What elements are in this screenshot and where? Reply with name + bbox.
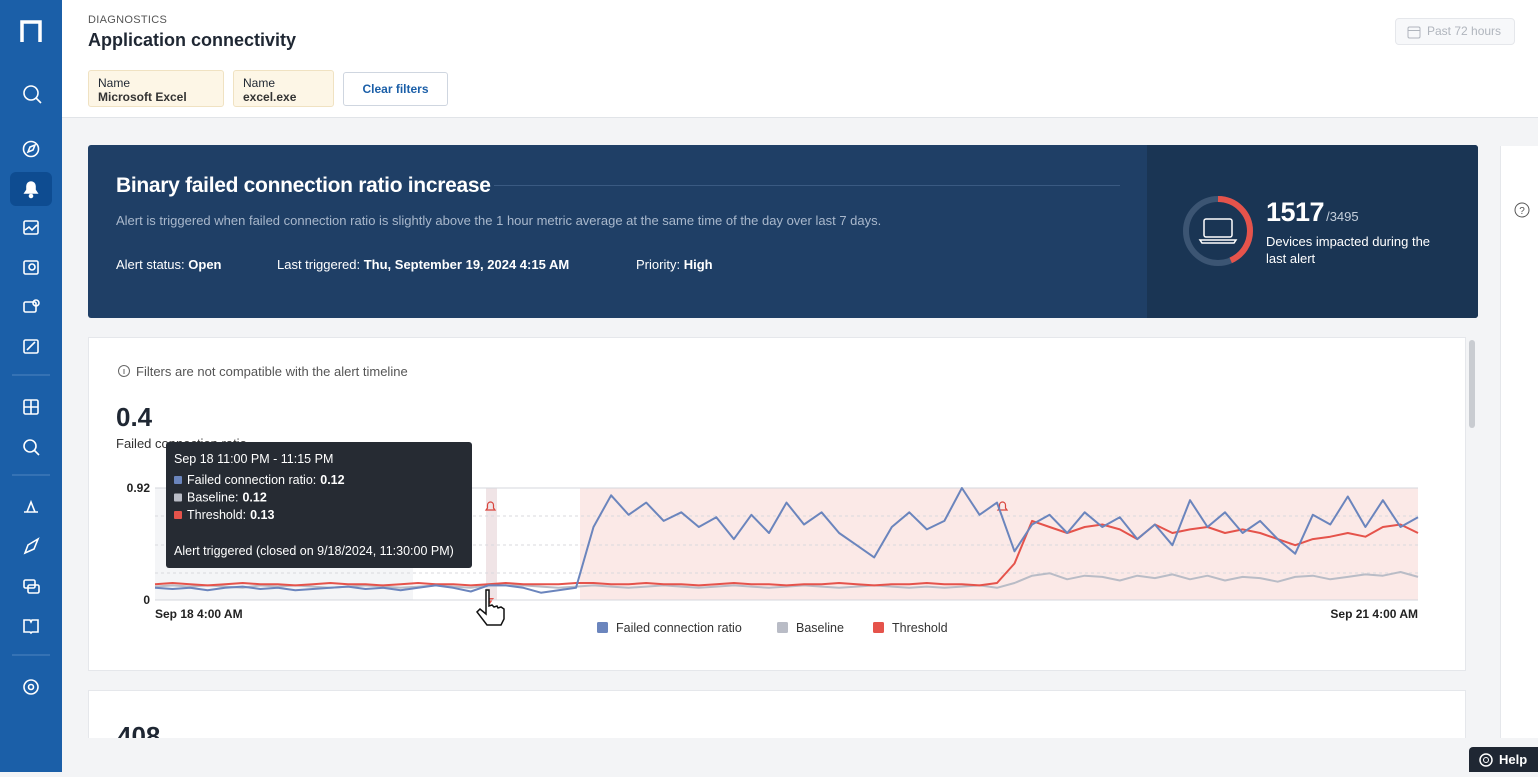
total: /3495 xyxy=(1326,209,1359,224)
header: DIAGNOSTICS Application connectivity Pas… xyxy=(62,0,1538,118)
devices-ring xyxy=(1183,196,1253,266)
notice-text: Filters are not compatible with the aler… xyxy=(136,364,408,379)
filter-label: Name xyxy=(243,76,276,90)
impacted: 1517 xyxy=(1266,197,1325,227)
help-text: Help xyxy=(1499,752,1528,767)
time-range-button[interactable]: Past 72 hours xyxy=(1395,18,1515,45)
alert-last-triggered: Last triggered: Thu, September 19, 2024 … xyxy=(277,257,569,272)
x-tick-label: Sep 21 4:00 AM xyxy=(1330,607,1418,621)
nav-separator xyxy=(12,374,50,656)
legend-swatch xyxy=(597,622,608,633)
section-label: DIAGNOSTICS xyxy=(88,14,168,26)
clear-filters-button[interactable]: Clear filters xyxy=(343,72,448,106)
sidebar xyxy=(0,0,62,772)
metric-value: 0.4 xyxy=(116,402,153,432)
bell-marker xyxy=(484,501,1009,511)
scrollbar[interactable] xyxy=(1469,340,1475,428)
alert-title: Binary failed connection ratio increase xyxy=(116,174,491,197)
legend-label: Threshold xyxy=(892,621,948,635)
tooltip-swatch xyxy=(174,511,182,519)
value: Open xyxy=(188,257,222,272)
nav-icon[interactable] xyxy=(23,579,40,594)
nav-icon[interactable] xyxy=(23,537,40,555)
label: Last triggered: xyxy=(277,257,361,272)
page-title: Application connectivity xyxy=(88,30,297,50)
filter-value: Microsoft Excel xyxy=(98,90,187,104)
x-tick-label: Sep 18 4:00 AM xyxy=(155,607,243,621)
tooltip-swatch xyxy=(174,493,182,502)
alert-status: Alert status: Open xyxy=(116,257,222,272)
devices-caption: Devices impacted during the last alert xyxy=(1266,234,1431,266)
nav-icon[interactable] xyxy=(23,399,39,415)
help-icon[interactable]: ? xyxy=(1514,202,1530,218)
label: Alert status: xyxy=(116,257,185,272)
laptop-icon xyxy=(1203,218,1233,238)
legend-label: Failed connection ratio xyxy=(616,621,742,635)
alert-period xyxy=(486,488,497,600)
nav-icon[interactable] xyxy=(23,299,40,313)
filter-chip[interactable]: Name excel.exe xyxy=(233,70,334,107)
tooltip-item-value: 0.12 xyxy=(320,473,344,487)
help-icon xyxy=(1479,753,1493,767)
filter-chip[interactable]: Name Microsoft Excel xyxy=(88,70,224,107)
tooltip-note: Alert triggered (closed on 9/18/2024, 11… xyxy=(174,544,454,558)
ring-arc xyxy=(1183,196,1253,266)
nav-icon[interactable] xyxy=(23,439,40,456)
devices-panel xyxy=(1147,145,1478,318)
time-range: Past 72 hours xyxy=(1427,24,1502,38)
filter-value: excel.exe xyxy=(243,90,297,104)
nav-icon[interactable] xyxy=(24,499,38,513)
tooltip-item-label: Threshold: xyxy=(187,508,246,522)
nav-icon[interactable] xyxy=(23,679,39,695)
series-line xyxy=(154,571,1419,589)
logo xyxy=(20,20,42,42)
alert-priority: Priority: High xyxy=(636,257,713,272)
label: Priority: xyxy=(636,257,681,272)
legend-label: Baseline xyxy=(796,621,844,635)
nav-icon[interactable] xyxy=(23,85,42,104)
alert-description: Alert is triggered when failed connectio… xyxy=(116,213,882,228)
svg-text:?: ? xyxy=(1519,206,1525,217)
tooltip-item: Failed connection ratio: 0.12 xyxy=(187,473,345,487)
tooltip-item: Threshold: 0.13 xyxy=(187,508,274,522)
side-panel: ? xyxy=(1500,146,1538,772)
help-button[interactable]: Help xyxy=(1469,747,1538,772)
tooltip-title: Sep 18 11:00 PM - 11:15 PM xyxy=(174,452,333,466)
nav-icon[interactable] xyxy=(23,339,39,354)
legend-swatch xyxy=(777,622,788,633)
alert-card: Binary failed connection ratio increase … xyxy=(88,145,1478,318)
tooltip-item-label: Failed connection ratio: xyxy=(187,473,316,487)
calendar-icon xyxy=(1407,26,1421,39)
cursor xyxy=(476,589,505,626)
tooltip-box xyxy=(166,442,472,568)
sidebar-icons xyxy=(10,20,52,695)
series-line xyxy=(154,487,1419,594)
y-tick-label: 0 xyxy=(143,593,150,607)
value: Thu, September 19, 2024 4:15 AM xyxy=(363,257,570,272)
tooltip: Sep 18 11:00 PM - 11:15 PM Failed connec… xyxy=(166,442,472,568)
value: High xyxy=(683,257,713,272)
nav-icon[interactable] xyxy=(23,220,39,235)
devices-count: 1517/3495 xyxy=(1266,197,1359,228)
tooltip-item-value: 0.13 xyxy=(250,508,274,522)
tooltip-item: Baseline: 0.12 xyxy=(187,491,267,505)
filter-label: Name xyxy=(98,76,131,90)
tooltip-item-label: Baseline: xyxy=(187,491,238,505)
footer-band xyxy=(62,738,1538,772)
y-tick-label: 0.92 xyxy=(127,481,151,495)
tooltip-swatch xyxy=(174,476,182,484)
legend-swatch xyxy=(873,622,884,633)
notice: Filters are not compatible with the aler… xyxy=(118,364,408,379)
nav-icon[interactable] xyxy=(22,140,40,158)
title-rule xyxy=(494,185,1120,186)
nav-icon[interactable] xyxy=(23,619,39,635)
tooltip-item-value: 0.12 xyxy=(242,491,266,505)
nav-icon[interactable] xyxy=(23,181,39,199)
nav-icon[interactable] xyxy=(23,260,39,275)
